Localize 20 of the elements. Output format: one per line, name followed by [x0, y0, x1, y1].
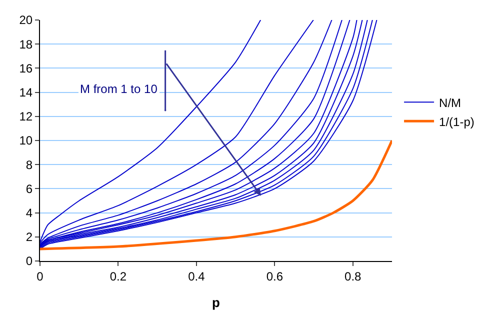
x-axis-title: p	[212, 295, 220, 310]
x-tick-label: 0.6	[266, 269, 284, 284]
y-tick-label: 2	[26, 230, 33, 244]
legend-label: 1/(1-p)	[439, 114, 474, 129]
x-tick-label: 0	[36, 269, 44, 284]
x-tick-label: 0.4	[188, 269, 206, 284]
x-tick-label: 0.8	[344, 269, 362, 284]
legend-label: N/M	[439, 96, 462, 110]
y-tick-label: 0	[26, 254, 33, 268]
y-tick-label: 16	[19, 61, 33, 76]
y-tick-label: 20	[19, 13, 33, 28]
y-tick-label: 4	[26, 206, 33, 220]
y-tick-label: 10	[19, 134, 33, 148]
y-tick-label: 8	[26, 158, 33, 172]
annotation: M from 1 to 10	[80, 82, 158, 96]
y-tick-label: 18	[19, 37, 33, 52]
y-tick-label: 6	[26, 182, 33, 196]
x-tick-label: 0.2	[110, 269, 127, 284]
y-tick-label: 12	[19, 110, 33, 124]
y-tick-label: 14	[19, 86, 33, 100]
